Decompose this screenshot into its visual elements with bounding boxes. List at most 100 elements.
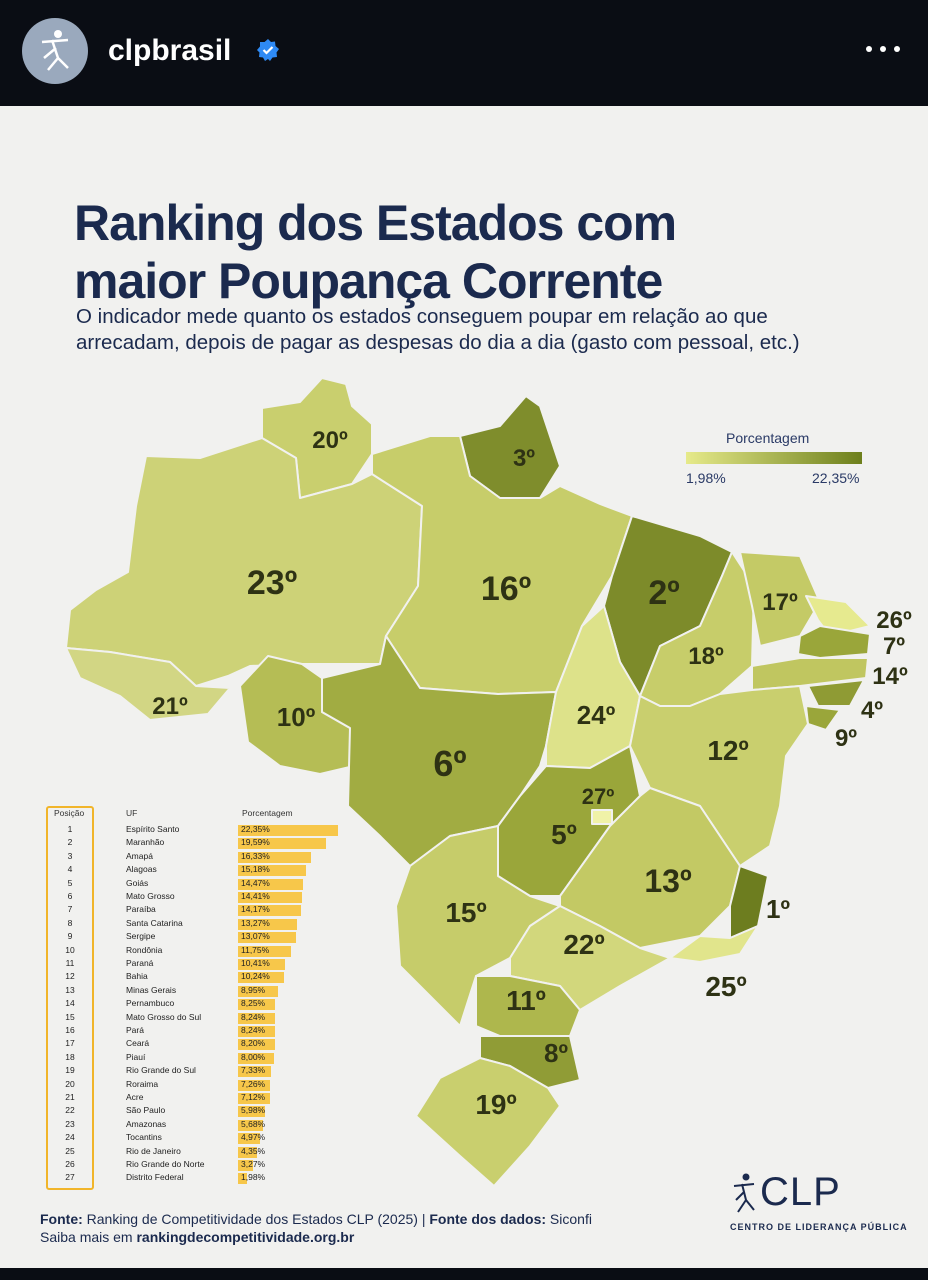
row-uf: Rio de Janeiro xyxy=(126,1145,181,1156)
row-uf: Minas Gerais xyxy=(126,984,177,995)
map-rank-pi: 18º xyxy=(688,643,724,670)
subtitle-line-2: arrecadam, depois de pagar as despesas d… xyxy=(76,331,800,354)
state-ac xyxy=(65,647,231,721)
footer-data: Siconfi xyxy=(549,1211,592,1227)
row-uf: Rio Grande do Norte xyxy=(126,1159,205,1169)
value-bar xyxy=(238,918,298,930)
map-rank-ac: 21º xyxy=(152,693,188,720)
map-rank-df: 27º xyxy=(582,784,615,809)
row-percentage: 14,41% xyxy=(241,891,270,901)
footer-more-line: Saiba mais em rankingdecompetitividade.o… xyxy=(40,1228,592,1246)
row-percentage: 8,24% xyxy=(241,1011,266,1022)
header-porcentagem: Porcentagem xyxy=(242,808,293,818)
table-row: 1 Espírito Santo 22,35% xyxy=(46,824,346,837)
map-rank-ro: 10º xyxy=(277,702,316,732)
table-row: 12 Bahia 10,24% xyxy=(46,971,346,984)
table-row: 9 Sergipe 13,07% xyxy=(46,931,346,944)
value-bar xyxy=(238,825,338,836)
value-bar xyxy=(238,1093,270,1104)
table-row: 5 Goiás 14,47% xyxy=(46,878,346,891)
value-bar xyxy=(238,1066,271,1078)
table-row: 11 Paraná 10,41% xyxy=(46,958,346,971)
state-rs xyxy=(415,1057,561,1187)
map-rank-to: 24º xyxy=(577,700,616,730)
state-df xyxy=(591,809,613,825)
row-position: 1 xyxy=(67,824,73,834)
row-position: 13 xyxy=(65,984,75,995)
value-bar xyxy=(238,851,312,863)
row-uf: Sergipe xyxy=(126,931,156,942)
row-position: 5 xyxy=(67,877,73,888)
row-uf: Piauí xyxy=(126,1051,146,1062)
map-rank-es: 1º xyxy=(766,894,790,924)
clp-logo-subtitle: CENTRO DE LIDERANÇA PÚBLICA xyxy=(730,1222,908,1232)
row-uf: São Paulo xyxy=(126,1105,166,1116)
legend-title: Porcentagem xyxy=(726,430,810,446)
clp-logo-text: CLP xyxy=(760,1170,841,1214)
value-bar xyxy=(238,1039,275,1051)
map-rank-ce: 17º xyxy=(762,589,798,616)
row-position: 20 xyxy=(65,1078,75,1089)
row-position: 10 xyxy=(65,944,75,955)
table-row: 3 Amapá 16,33% xyxy=(46,851,346,864)
legend-min-label: 1,98% xyxy=(686,470,726,486)
bottom-bar xyxy=(0,1268,928,1280)
table-row: 14 Pernambuco 8,25% xyxy=(46,998,346,1011)
row-percentage: 14,47% xyxy=(241,877,270,888)
row-percentage: 19,59% xyxy=(241,837,270,848)
value-bar xyxy=(238,838,326,850)
row-position: 23 xyxy=(65,1118,75,1129)
value-bar xyxy=(238,1079,271,1091)
footer-data-label: Fonte dos dados: xyxy=(429,1211,547,1227)
table-row: 24 Tocantins 4,97% xyxy=(46,1132,346,1145)
row-position: 14 xyxy=(65,998,75,1009)
row-uf: Santa Catarina xyxy=(126,917,183,928)
table-row: 10 Rondônia 11,75% xyxy=(46,945,346,958)
row-percentage: 15,18% xyxy=(241,864,270,875)
row-uf: Espírito Santo xyxy=(126,824,180,834)
row-position: 16 xyxy=(65,1025,75,1035)
row-uf: Rio Grande do Sul xyxy=(126,1065,196,1076)
row-uf: Ceará xyxy=(126,1038,150,1049)
footer-link[interactable]: rankingdecompetitividade.org.br xyxy=(136,1229,355,1245)
avatar[interactable] xyxy=(22,18,88,84)
table-row: 23 Amazonas 5,68% xyxy=(46,1119,346,1132)
more-options-icon[interactable] xyxy=(858,28,908,68)
row-percentage: 8,20% xyxy=(241,1038,266,1049)
row-position: 6 xyxy=(67,891,73,901)
row-percentage: 4,97% xyxy=(241,1132,266,1143)
map-rank-pe: 14º xyxy=(872,663,908,690)
value-bar xyxy=(238,865,306,877)
value-bar xyxy=(238,985,279,997)
row-position: 25 xyxy=(65,1145,75,1156)
post-header: clpbrasil xyxy=(0,0,928,106)
row-percentage: 5,98% xyxy=(241,1105,266,1116)
state-pb xyxy=(797,625,871,659)
value-bar xyxy=(238,945,291,957)
row-position: 4 xyxy=(67,864,73,875)
row-uf: Tocantins xyxy=(126,1132,162,1143)
row-position: 9 xyxy=(67,931,73,942)
map-rank-sp: 22º xyxy=(563,929,604,960)
map-rank-am: 23º xyxy=(247,564,297,602)
footer-source-line: Fonte: Ranking de Competitividade dos Es… xyxy=(40,1211,592,1227)
username[interactable]: clpbrasil xyxy=(108,34,232,67)
table-row: 22 São Paulo 5,98% xyxy=(46,1105,346,1118)
row-percentage: 13,07% xyxy=(241,931,270,942)
row-position: 26 xyxy=(65,1159,75,1169)
footer-source-label: Fonte: xyxy=(40,1211,83,1227)
row-uf: Distrito Federal xyxy=(126,1172,184,1183)
row-uf: Pernambuco xyxy=(126,998,175,1009)
value-bar xyxy=(238,932,297,944)
table-row: 4 Alagoas 15,18% xyxy=(46,864,346,877)
table-row: 18 Piauí 8,00% xyxy=(46,1052,346,1065)
value-bar xyxy=(238,959,285,970)
row-position: 8 xyxy=(67,917,73,928)
row-uf: Maranhão xyxy=(126,837,165,848)
row-percentage: 13,27% xyxy=(241,917,270,928)
row-uf: Rondônia xyxy=(126,944,163,955)
row-uf: Amazonas xyxy=(126,1118,167,1129)
map-rank-ap: 3º xyxy=(513,445,535,472)
row-position: 2 xyxy=(67,837,73,848)
map-rank-ma: 2º xyxy=(648,574,679,612)
